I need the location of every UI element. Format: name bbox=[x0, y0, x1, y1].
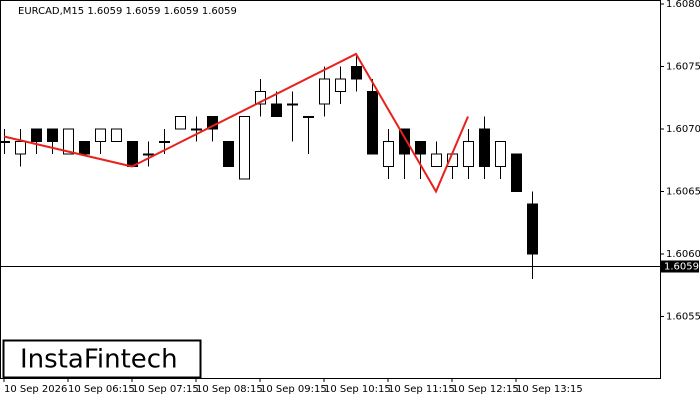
candle-body bbox=[495, 141, 506, 167]
candle-body bbox=[463, 141, 474, 167]
candle-body bbox=[191, 128, 202, 131]
candle-body bbox=[351, 66, 362, 80]
x-tick-label: 10 Sep 07:15 bbox=[132, 384, 199, 395]
last-price-label: 1.6059 bbox=[664, 262, 699, 273]
pattern-line bbox=[3, 52, 469, 194]
last-price-box bbox=[661, 260, 699, 273]
y-tick-label: 1.6055 bbox=[666, 312, 700, 323]
candle-body bbox=[143, 153, 154, 156]
y-tick-label: 1.6065 bbox=[666, 187, 700, 198]
x-tick-label: 10 Sep 10:15 bbox=[324, 384, 391, 395]
candle-body bbox=[239, 116, 250, 180]
candle-body bbox=[287, 103, 298, 106]
x-tick-label: 10 Sep 06:15 bbox=[68, 384, 135, 395]
candle-body bbox=[415, 141, 426, 155]
candle-body bbox=[111, 128, 122, 142]
watermark-box bbox=[2, 339, 202, 379]
candle-body bbox=[511, 153, 522, 192]
candle-body bbox=[303, 116, 314, 118]
x-tick-label: 10 Sep 08:15 bbox=[196, 384, 263, 395]
candle-body bbox=[79, 141, 90, 155]
x-tick-label: 10 Sep 11:15 bbox=[388, 384, 455, 395]
x-tick-label: 10 Sep 09:15 bbox=[260, 384, 327, 395]
candle-body bbox=[271, 103, 282, 117]
candle-body bbox=[95, 128, 106, 142]
plot-frame bbox=[0, 0, 661, 379]
y-tick-label: 1.6075 bbox=[666, 62, 700, 73]
candle-body bbox=[479, 128, 490, 167]
candle-body bbox=[175, 116, 186, 130]
candle-body bbox=[383, 141, 394, 167]
candle-body bbox=[47, 128, 58, 142]
x-tick-label: 10 Sep 2026 bbox=[4, 384, 67, 395]
candle-body bbox=[223, 141, 234, 167]
candle-body bbox=[335, 78, 346, 92]
chart-title: EURCAD,M15 1.6059 1.6059 1.6059 1.6059 bbox=[18, 6, 237, 17]
candle-body bbox=[527, 203, 538, 255]
candle-body bbox=[399, 128, 410, 155]
y-tick-label: 1.6060 bbox=[666, 249, 700, 260]
candle-body bbox=[367, 91, 378, 155]
candle-body bbox=[159, 141, 170, 143]
candle-body bbox=[127, 141, 138, 167]
candle-body bbox=[431, 153, 442, 167]
candle-body bbox=[0, 141, 10, 143]
candle-body bbox=[319, 78, 330, 105]
candle-body bbox=[31, 128, 42, 142]
candle-body bbox=[255, 91, 266, 105]
y-tick-label: 1.6070 bbox=[666, 124, 700, 135]
x-tick-label: 10 Sep 12:15 bbox=[452, 384, 519, 395]
candle-body bbox=[15, 141, 26, 155]
candle-body bbox=[63, 128, 74, 155]
y-tick-label: 1.6080 bbox=[666, 0, 700, 10]
watermark: InstaFintech bbox=[20, 345, 178, 375]
x-tick-label: 10 Sep 13:15 bbox=[516, 384, 583, 395]
